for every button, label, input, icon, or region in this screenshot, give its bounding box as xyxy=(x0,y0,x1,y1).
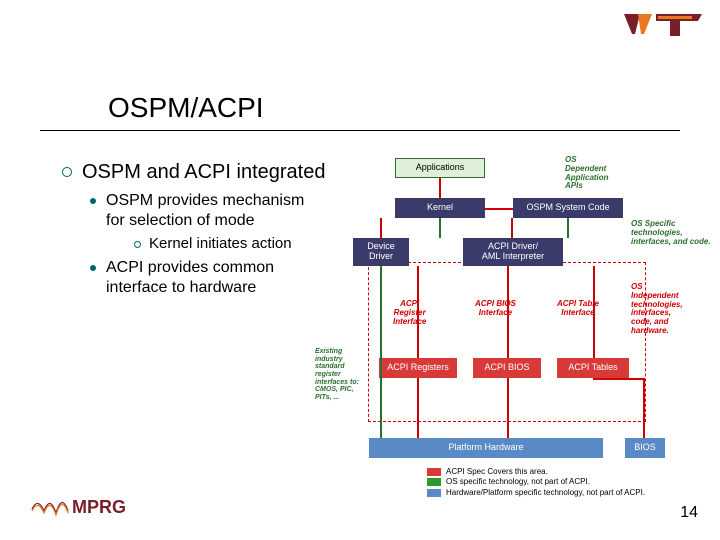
connector xyxy=(643,378,645,438)
connector xyxy=(485,208,513,210)
legend-text: ACPI Spec Covers this area. xyxy=(446,467,548,477)
box-label: Kernel xyxy=(427,203,453,213)
acpi-diagram: Applications OS Dependent Application AP… xyxy=(335,158,705,498)
label-os-independent: OS Independent technologies, interfaces,… xyxy=(631,283,703,336)
circle-bullet-icon xyxy=(134,241,141,248)
box-acpi-reg-iface: ACPI Register Interface xyxy=(393,300,426,326)
box-bios: BIOS xyxy=(625,438,665,458)
box-label: Applications xyxy=(416,163,465,173)
bullet-text: OSPM and ACPI integrated xyxy=(82,160,325,185)
slide: OSPM/ACPI OSPM and ACPI integrated OSPM … xyxy=(0,0,720,540)
box-ospm-code: OSPM System Code xyxy=(513,198,623,218)
legend-swatch-blue xyxy=(427,489,441,497)
label-os-specific: OS Specific technologies, interfaces, an… xyxy=(631,220,703,246)
bullet-level1: OSPM and ACPI integrated xyxy=(62,160,327,185)
connector xyxy=(511,218,513,238)
box-label: ACPI Registers xyxy=(387,363,449,373)
bullet-text: Kernel initiates action xyxy=(149,235,292,254)
vt-logo xyxy=(622,8,702,47)
box-kernel: Kernel xyxy=(395,198,485,218)
legend-row: ACPI Spec Covers this area. xyxy=(427,467,645,477)
mprg-logo: MPRG xyxy=(30,489,140,528)
title-underline xyxy=(40,130,680,131)
box-label: BIOS xyxy=(634,443,656,453)
box-label: Device Driver xyxy=(367,242,395,262)
diagram-legend: ACPI Spec Covers this area. OS specific … xyxy=(427,467,645,498)
box-label: ACPI Driver/ AML Interpreter xyxy=(482,242,544,262)
legend-row: Hardware/Platform specific technology, n… xyxy=(427,488,645,498)
connector xyxy=(567,218,569,238)
connector xyxy=(380,266,382,438)
box-platform-hardware: Platform Hardware xyxy=(369,438,603,458)
bullet-level3: Kernel initiates action xyxy=(134,235,327,254)
box-label: ACPI BIOS xyxy=(484,363,529,373)
box-device-driver: Device Driver xyxy=(353,238,409,266)
legend-text: OS specific technology, not part of ACPI… xyxy=(446,477,590,487)
legend-swatch-green xyxy=(427,478,441,486)
connector xyxy=(507,378,509,438)
box-acpi-registers: ACPI Registers xyxy=(379,358,457,378)
bullet-content: OSPM and ACPI integrated OSPM provides m… xyxy=(62,160,327,298)
legend-text: Hardware/Platform specific technology, n… xyxy=(446,488,645,498)
connector xyxy=(593,378,645,380)
label-existing: Existing industry standard register inte… xyxy=(315,348,369,402)
dot-bullet-icon xyxy=(90,198,96,204)
legend-row: OS specific technology, not part of ACPI… xyxy=(427,477,645,487)
box-applications: Applications xyxy=(395,158,485,178)
box-acpi-bios: ACPI BIOS xyxy=(473,358,541,378)
box-label: ACPI Tables xyxy=(568,363,617,373)
label-os-dependent: OS Dependent Application APIs xyxy=(565,156,609,191)
box-acpi-tables: ACPI Tables xyxy=(557,358,629,378)
connector xyxy=(380,218,382,238)
connector xyxy=(593,266,595,358)
bullet-text: OSPM provides mechanism for selection of… xyxy=(106,191,327,231)
connector xyxy=(439,218,441,238)
box-acpi-bios-iface: ACPI BIOS Interface xyxy=(475,300,516,318)
box-acpi-driver: ACPI Driver/ AML Interpreter xyxy=(463,238,563,266)
connector xyxy=(417,378,419,438)
circle-bullet-icon xyxy=(62,167,72,177)
connector xyxy=(507,266,509,358)
connector xyxy=(417,266,419,358)
box-label: Platform Hardware xyxy=(448,443,523,453)
slide-title: OSPM/ACPI xyxy=(108,92,264,124)
svg-text:MPRG: MPRG xyxy=(72,497,126,517)
dot-bullet-icon xyxy=(90,265,96,271)
page-number: 14 xyxy=(680,504,698,522)
bullet-level2: ACPI provides common interface to hardwa… xyxy=(90,258,327,298)
bullet-level2: OSPM provides mechanism for selection of… xyxy=(90,191,327,254)
box-label: OSPM System Code xyxy=(526,203,609,213)
bullet-text: ACPI provides common interface to hardwa… xyxy=(106,258,327,298)
legend-swatch-red xyxy=(427,468,441,476)
connector xyxy=(439,178,441,198)
